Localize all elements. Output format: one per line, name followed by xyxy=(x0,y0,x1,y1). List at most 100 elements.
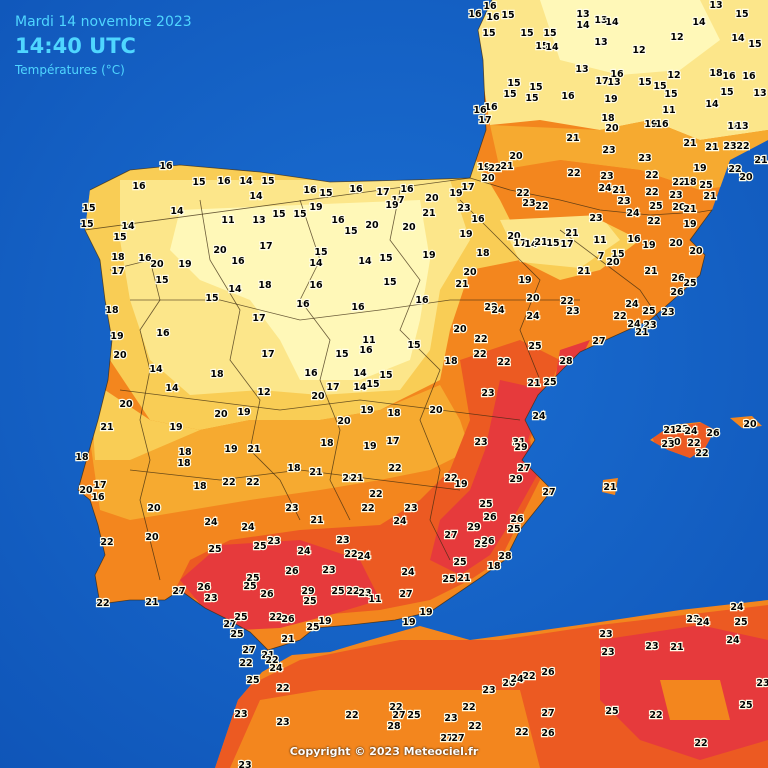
station-temp-label: 17 xyxy=(259,241,272,252)
station-temp-label: 22 xyxy=(276,683,289,694)
station-temp-label: 25 xyxy=(253,541,266,552)
station-temp-label: 26 xyxy=(670,287,684,298)
station-temp-label: 18 xyxy=(258,280,272,291)
station-temp-label: 14 xyxy=(170,206,184,217)
station-temp-label: 14 xyxy=(705,99,719,110)
station-temp-label: 23 xyxy=(204,593,217,604)
station-temp-label: 22 xyxy=(728,164,741,175)
time-label: 14:40 UTC xyxy=(15,34,136,58)
station-temp-label: 17 xyxy=(478,115,491,126)
station-temp-label: 14 xyxy=(605,17,619,28)
station-temp-label: 24 xyxy=(532,411,546,422)
station-temp-label: 24 xyxy=(627,319,641,330)
station-temp-label: 14 xyxy=(524,239,538,250)
station-temp-label: 15 xyxy=(261,176,274,187)
station-temp-label: 20 xyxy=(342,473,356,484)
station-temp-label: 23 xyxy=(457,203,470,214)
station-temp-label: 23 xyxy=(336,535,349,546)
station-temp-label: 19 xyxy=(224,444,237,455)
station-temp-label: 22 xyxy=(269,612,282,623)
station-temp-label: 23 xyxy=(669,190,682,201)
station-temp-label: 15 xyxy=(638,77,651,88)
variable-label: Températures (°C) xyxy=(15,63,125,77)
station-temp-label: 25 xyxy=(243,581,256,592)
station-temp-label: 21 xyxy=(145,597,158,608)
station-temp-label: 19 xyxy=(318,616,331,627)
station-temp-label: 21 xyxy=(683,204,696,215)
station-temp-label: 21 xyxy=(635,327,648,338)
station-temp-label: 20 xyxy=(119,399,133,410)
station-temp-label: 23 xyxy=(643,320,656,331)
station-temp-label: 11 xyxy=(221,215,234,226)
station-temp-label: 16 xyxy=(231,256,245,267)
station-temp-label: 21 xyxy=(644,266,657,277)
station-temp-label: 22 xyxy=(560,296,573,307)
station-temp-label: 17 xyxy=(461,182,474,193)
station-temp-label: 18 xyxy=(177,458,191,469)
station-temp-label: 15 xyxy=(525,93,538,104)
station-temp-label: 15 xyxy=(529,82,542,93)
station-temp-label: 24 xyxy=(526,311,540,322)
station-temp-label: 21 xyxy=(261,650,274,661)
station-temp-label: 19 xyxy=(237,407,250,418)
station-temp-label: 16 xyxy=(217,176,231,187)
station-temp-label: 31 xyxy=(512,437,525,448)
station-temp-label: 19 xyxy=(693,163,706,174)
station-temp-label: 23 xyxy=(322,565,335,576)
station-temp-label: 22 xyxy=(515,727,528,738)
station-temp-label: 20 xyxy=(147,503,161,514)
station-temp-label: 25 xyxy=(303,596,316,607)
station-temp-label: 20 xyxy=(79,485,93,496)
station-temp-label: 15 xyxy=(113,232,126,243)
station-temp-label: 20 xyxy=(672,202,686,213)
station-temp-label: 23 xyxy=(617,196,630,207)
station-temp-label: 26 xyxy=(281,614,295,625)
station-temp-label: 20 xyxy=(214,409,228,420)
station-temp-label: 22 xyxy=(647,216,660,227)
station-temp-label: 15 xyxy=(192,177,205,188)
station-temp-label: 27 xyxy=(242,645,255,656)
station-temp-label: 17 xyxy=(252,313,265,324)
station-temp-label: 25 xyxy=(208,544,221,555)
station-temp-label: 17 xyxy=(386,436,399,447)
station-temp-label: 18 xyxy=(476,248,490,259)
station-temp-label: 15 xyxy=(611,249,624,260)
station-temp-label: 18 xyxy=(444,356,458,367)
station-temp-label: 16 xyxy=(415,295,429,306)
station-temp-label: 25 xyxy=(739,700,752,711)
station-temp-label: 15 xyxy=(205,293,218,304)
station-temp-label: 19 xyxy=(309,202,322,213)
station-temp-label: 20 xyxy=(145,532,159,543)
station-temp-label: 19 xyxy=(642,240,655,251)
station-temp-label: 19 xyxy=(518,275,531,286)
station-temp-label: 22 xyxy=(695,448,708,459)
station-temp-label: 16 xyxy=(351,302,365,313)
station-temp-label: 27 xyxy=(517,463,530,474)
station-temp-label: 16 xyxy=(91,492,105,503)
station-temp-label: 15 xyxy=(482,28,495,39)
station-temp-label: 17 xyxy=(111,266,124,277)
station-temp-label: 25 xyxy=(649,201,662,212)
station-temp-label: 16 xyxy=(471,214,485,225)
station-temp-label: 22 xyxy=(100,537,113,548)
station-temp-label: 23 xyxy=(481,388,494,399)
station-temp-label: 21 xyxy=(100,422,113,433)
station-temp-label: 13 xyxy=(607,77,620,88)
station-temp-label: 21 xyxy=(705,142,718,153)
station-temp-label: 23 xyxy=(645,641,658,652)
station-temp-label: 28 xyxy=(387,721,401,732)
station-temp-label: 15 xyxy=(379,253,392,264)
station-temp-label: 12 xyxy=(632,45,645,56)
station-temp-label: 23 xyxy=(404,503,417,514)
station-temp-label: 25 xyxy=(699,180,712,191)
station-temp-label: 22 xyxy=(468,721,481,732)
station-temp-label: 19 xyxy=(402,617,415,628)
station-temp-label: 16 xyxy=(296,299,310,310)
station-temp-label: 14 xyxy=(165,383,179,394)
station-temp-label: 26 xyxy=(260,589,274,600)
station-temp-label: 16 xyxy=(304,368,318,379)
station-temp-label: 23 xyxy=(686,614,699,625)
station-temp-label: 15 xyxy=(507,78,520,89)
station-temp-label: 16 xyxy=(349,184,363,195)
